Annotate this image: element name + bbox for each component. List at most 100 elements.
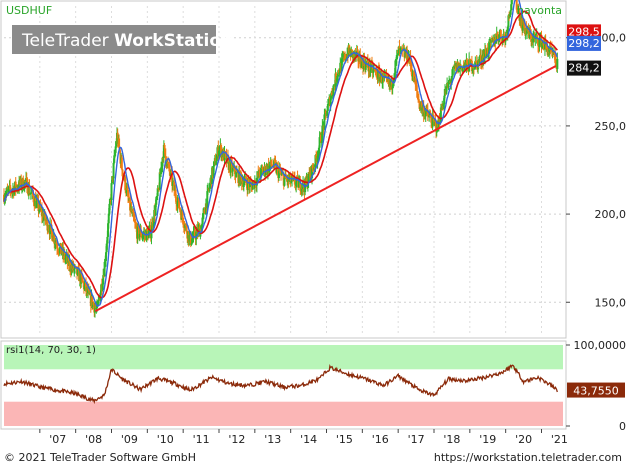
candle-body	[28, 185, 31, 194]
candle-body	[429, 114, 432, 118]
candle-body	[336, 76, 339, 79]
candle-body	[18, 180, 21, 190]
candle-body	[359, 54, 362, 65]
candle-body	[330, 92, 333, 99]
candle-body	[229, 161, 232, 173]
candle-body	[385, 75, 388, 77]
candle-body	[379, 77, 382, 82]
candle-body	[537, 38, 540, 46]
candle-body	[375, 70, 378, 72]
candle-body	[176, 201, 179, 207]
candle-body	[121, 169, 124, 177]
candle-body	[83, 285, 86, 290]
candle-body	[47, 229, 50, 231]
candle-body	[14, 181, 17, 190]
candle-body	[435, 131, 438, 133]
candle-body	[158, 172, 161, 190]
candle-body	[170, 172, 173, 174]
candle-body	[273, 159, 276, 163]
ma-long-marker-label: 298,5	[568, 25, 600, 38]
candle-body	[154, 204, 157, 215]
candle-body	[108, 203, 111, 214]
candle-body	[103, 261, 106, 277]
candle-body	[63, 251, 66, 260]
candle-body	[507, 15, 510, 27]
candle-body	[307, 172, 310, 183]
candle-body	[321, 125, 324, 141]
candle-body	[439, 107, 442, 123]
candle-body	[357, 61, 360, 63]
candle-body	[337, 70, 340, 73]
candle-body	[37, 199, 40, 212]
candle-body	[486, 48, 489, 55]
candle-body	[279, 169, 282, 174]
candle-body	[388, 79, 391, 86]
candle-body	[424, 112, 427, 117]
candle-body	[517, 8, 520, 11]
candle-body	[313, 167, 316, 169]
candle-body	[178, 198, 181, 209]
candle-body	[24, 180, 27, 182]
copyright-text: © 2021 TeleTrader Software GmbH	[4, 451, 197, 464]
candle-body	[171, 172, 174, 186]
candle-body	[348, 45, 351, 53]
candle-body	[45, 220, 48, 222]
candle-body	[58, 252, 61, 254]
candle-body	[82, 281, 85, 283]
candle-body	[323, 114, 326, 129]
candle-body	[369, 70, 372, 72]
candle-body	[416, 90, 419, 96]
candle-body	[260, 167, 263, 178]
candle-body	[55, 242, 58, 245]
candle-body	[130, 207, 133, 213]
rsi-oversold-band	[4, 401, 563, 426]
candle-body	[105, 243, 108, 253]
x-tick-label: '15	[336, 433, 353, 446]
candle-body	[508, 14, 511, 16]
candle-body	[178, 208, 181, 210]
candle-body	[242, 182, 245, 188]
candle-body	[106, 236, 109, 244]
candle-body	[375, 71, 378, 78]
candle-body	[503, 34, 506, 37]
candle-body	[171, 181, 174, 186]
rsi-last-value-label: 43,7550	[573, 385, 619, 398]
candle-body	[169, 172, 172, 176]
candle-body	[422, 106, 425, 117]
candle-body	[338, 72, 341, 74]
source-url[interactable]: https://workstation.teletrader.com	[433, 451, 622, 464]
candle-body	[95, 308, 98, 310]
candle-body	[153, 210, 156, 224]
candle-body	[136, 225, 139, 239]
candle-body	[316, 156, 319, 163]
candle-body	[490, 38, 493, 43]
candle-body	[495, 40, 498, 44]
rsi-label[interactable]: rsi1(14, 70, 30, 1)	[6, 345, 96, 356]
period-label[interactable]: havonta	[517, 4, 562, 17]
candle-body	[110, 183, 113, 201]
x-tick-label: '09	[121, 433, 138, 446]
candle-body	[126, 188, 129, 190]
candle-body	[258, 170, 261, 177]
candle-body	[208, 187, 211, 190]
candle-body	[377, 68, 380, 71]
candle-body	[215, 154, 218, 161]
candle-body	[300, 187, 303, 192]
candle-body	[381, 82, 384, 84]
candle-body	[175, 197, 178, 204]
candle-body	[111, 176, 114, 184]
candle-body	[373, 69, 376, 71]
candle-body	[56, 248, 59, 251]
symbol-label[interactable]: USDHUF	[6, 4, 52, 17]
candle-body	[273, 159, 276, 167]
candle-body	[107, 213, 110, 224]
candle-body	[482, 53, 485, 63]
candle-body	[44, 212, 47, 221]
candle-body	[174, 189, 177, 198]
candle-body	[326, 104, 329, 111]
candle-body	[364, 62, 367, 70]
candle-body	[182, 217, 185, 225]
candle-body	[499, 29, 502, 38]
candle-body	[261, 167, 264, 170]
candle-body	[395, 58, 398, 61]
